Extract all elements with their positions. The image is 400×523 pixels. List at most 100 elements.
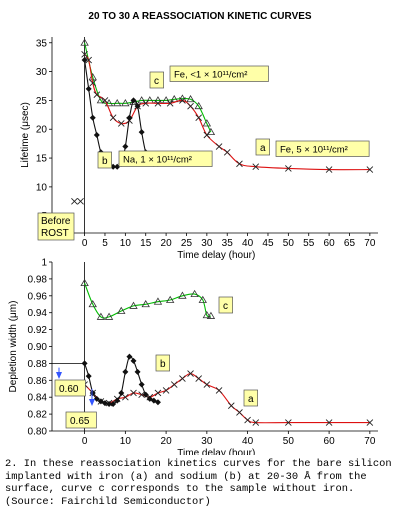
chart-1-series-line-c [84, 42, 212, 133]
chart-2-point-b [130, 357, 137, 364]
chart-1-x-tick-label: 10 [120, 238, 132, 249]
chart-1-x-tick-label: 50 [283, 238, 295, 249]
chart-1-label-letter-a: a [255, 138, 270, 156]
chart-1-point-c [206, 127, 216, 136]
chart-2-point-a [244, 416, 251, 424]
chart-2-series-line-a [84, 372, 370, 424]
svg-text:Fe, 5 × 10¹¹/cm²: Fe, 5 × 10¹¹/cm² [280, 145, 348, 156]
chart-2-point-b [106, 400, 113, 407]
chart-1-point-c [121, 99, 130, 107]
chart-2-y-tick-label: 0.92 [28, 325, 48, 336]
chart-1-point-a [285, 165, 292, 172]
chart-2-x-tick-label: 30 [201, 436, 213, 447]
chart-1-point-c [88, 73, 97, 81]
chart-2-point-b [126, 353, 133, 360]
chart-1-point-c [96, 96, 106, 104]
chart-2-y-tick-label: 1 [41, 258, 47, 269]
chart-2-point-c [165, 295, 175, 303]
chart-1-point-a [117, 120, 125, 127]
chart-1-x-tick-label: 45 [262, 238, 274, 249]
chart-1-point-a [81, 50, 88, 58]
chart-1-point-b [89, 114, 96, 121]
chart-1-label-text-a: Fe, 5 × 10¹¹/cm² [275, 140, 370, 157]
chart-1-point-a [154, 99, 162, 107]
chart-1-x-tick-label: 40 [242, 238, 254, 249]
chart-2-y-tick-label: 0.94 [28, 308, 48, 319]
chart-1-point-a [236, 160, 243, 168]
chart-1-point-c [161, 96, 171, 104]
chart-1-x-tick-label: 35 [222, 238, 234, 249]
chart-1-x-tick-label: 5 [102, 238, 108, 249]
chart-2-y-tick-label: 0.90 [28, 342, 48, 353]
chart-2-point-a [325, 419, 333, 426]
chart-2-point-a [252, 419, 260, 426]
chart-2-point-c [190, 289, 199, 298]
chart-1-point-a [215, 143, 223, 150]
chart-1-point-a [223, 148, 231, 156]
chart-1-point-b [93, 132, 100, 138]
chart-2-point-b [134, 368, 141, 375]
chart-2-x-tick-label: 20 [161, 436, 173, 447]
chart-2-point-c [88, 299, 97, 308]
chart-2-label-letter-a: a [243, 389, 258, 407]
chart-1-point-c [137, 96, 146, 104]
chart-2-point-b [101, 400, 108, 407]
figure-caption: 2. In these reassociation kinetics curve… [5, 458, 392, 508]
chart-1-point-a [89, 79, 97, 87]
chart-1-point-a [366, 166, 374, 173]
chart-2-point-a [195, 375, 203, 382]
chart-2-point-c [104, 312, 114, 320]
chart-2-point-b [114, 397, 121, 404]
chart-1-label-letter-c: c [149, 71, 164, 89]
chart-2-y-tick-label: 0.88 [28, 359, 48, 370]
chart-1-title: 20 TO 30 A REASSOCIATION KINETIC CURVES [88, 11, 312, 22]
chart-2-point-b [122, 368, 129, 375]
chart-1-point-a [325, 166, 333, 173]
chart-1-point-a [101, 97, 109, 104]
chart-1-point-a [195, 114, 203, 122]
chart-2-side-label-0.60: 0.60 [54, 379, 86, 397]
svg-text:ROST: ROST [41, 228, 69, 239]
chart-2-label-letter-c: c [218, 296, 233, 314]
chart-2-point-a [236, 409, 243, 416]
chart-2-point-c [178, 291, 187, 299]
chart-2-point-c [96, 312, 106, 320]
svg-text:0.60: 0.60 [59, 384, 79, 395]
chart-1-point-a [85, 56, 92, 64]
chart-2-y-tick-label: 0.80 [28, 427, 48, 438]
chart-1-before-point [77, 197, 84, 205]
chart-1-y-tick-label: 25 [36, 96, 48, 107]
chart-2-series-line-b [84, 355, 159, 405]
chart-1-point-b [81, 57, 88, 64]
chart-1-x-tick-label: 70 [364, 238, 376, 249]
chart-1-point-b [126, 114, 133, 121]
chart-2-series-line-c [84, 282, 212, 319]
chart-2-point-a [179, 375, 186, 382]
chart-2-point-a [170, 381, 178, 388]
chart-2-point-a [285, 419, 292, 426]
chart-2-point-b [138, 381, 145, 388]
svg-text:c: c [154, 76, 159, 87]
svg-text:b: b [160, 359, 166, 370]
chart-1-x-tick-label: 60 [324, 238, 336, 249]
chart-1-x-tick-label: 25 [181, 238, 193, 249]
chart-2-y-tick-label: 0.98 [28, 274, 48, 285]
chart-1-point-c [194, 101, 203, 110]
chart-2-point-a [366, 419, 374, 426]
chart-1-point-a [179, 97, 186, 104]
svg-text:a: a [260, 143, 266, 154]
chart-2-point-c [202, 310, 212, 319]
chart-1-point-b [138, 129, 145, 136]
chart-2-y-label: Depletion width (μm) [8, 301, 19, 393]
chart-2-point-c [153, 297, 163, 305]
chart-2-point-b [89, 389, 96, 396]
chart-2-side-label-0.65: 0.65 [65, 411, 97, 429]
chart-2-x-tick-label: 40 [242, 436, 254, 447]
chart-2-point-a [122, 393, 129, 401]
chart-2-point-a [187, 370, 194, 377]
chart-1-y-tick-label: 10 [36, 182, 48, 193]
chart-1-point-b [85, 85, 92, 92]
chart-1-y-tick-label: 35 [36, 38, 48, 49]
chart-figure: 20 TO 30 A REASSOCIATION KINETIC CURVES 5… [8, 11, 378, 455]
